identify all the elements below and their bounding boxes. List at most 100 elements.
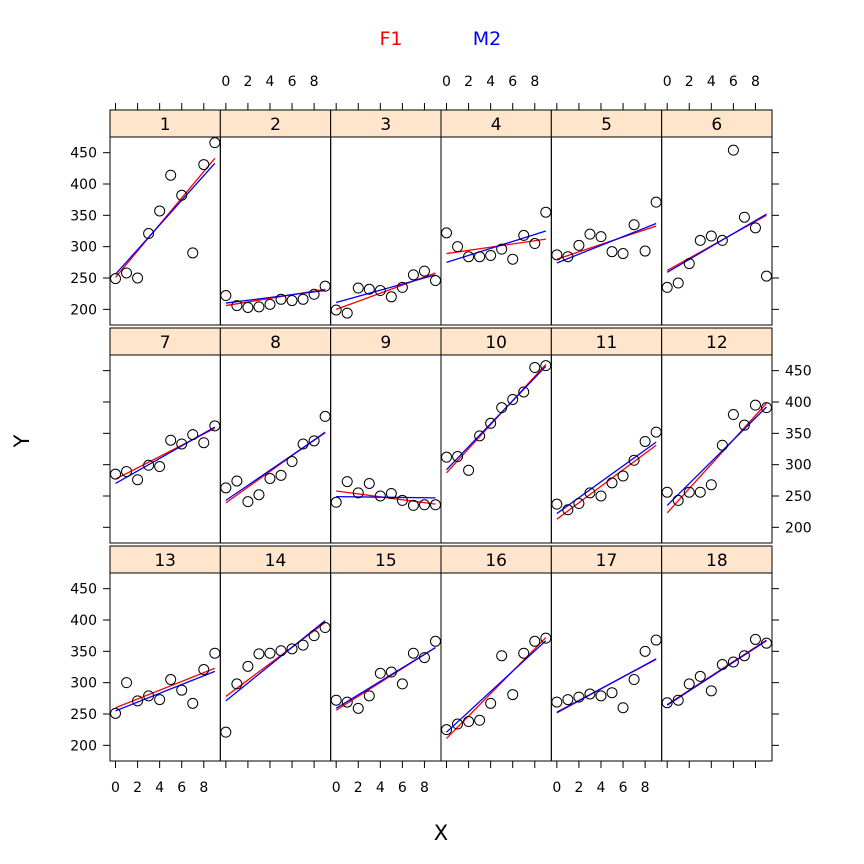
data-point xyxy=(253,648,265,660)
strip-label: 11 xyxy=(596,333,618,353)
data-point xyxy=(551,249,563,261)
data-point xyxy=(694,486,706,498)
fit-line-f1 xyxy=(556,444,657,520)
data-point xyxy=(132,474,144,486)
x-tick-label-top: 2 xyxy=(243,74,252,90)
data-point xyxy=(132,272,144,284)
data-point xyxy=(661,281,673,293)
panel-15: 15 xyxy=(330,545,442,762)
panel-18: 18 xyxy=(661,545,773,762)
data-point xyxy=(606,687,618,699)
data-point xyxy=(253,301,265,313)
data-point xyxy=(429,275,441,287)
fit-line-m2 xyxy=(666,406,767,506)
x-tick-label-top: 0 xyxy=(221,74,230,90)
x-tick-label-bottom: 0 xyxy=(332,780,341,796)
data-point xyxy=(396,494,408,506)
x-tick-label-bottom: 4 xyxy=(376,780,385,796)
panel-11: 11 xyxy=(550,327,663,544)
y-tick-label-left: 300 xyxy=(70,676,97,692)
legend: F1 M2 xyxy=(379,28,501,50)
data-point xyxy=(540,632,552,644)
data-point xyxy=(474,714,486,726)
data-point xyxy=(507,253,519,265)
y-tick-label-right: 350 xyxy=(785,426,812,442)
data-point xyxy=(110,468,122,480)
data-point xyxy=(220,290,232,302)
data-point xyxy=(407,499,419,511)
data-point xyxy=(452,241,464,253)
y-tick-label-left: 200 xyxy=(70,738,97,754)
data-point xyxy=(220,726,232,738)
panel-8: 8 xyxy=(219,327,332,544)
strip-label: 4 xyxy=(491,115,502,135)
y-tick-label-right: 250 xyxy=(785,489,812,505)
x-tick-label-bottom: 8 xyxy=(199,780,208,796)
strip-label: 9 xyxy=(380,333,391,353)
data-point xyxy=(385,291,397,303)
data-point xyxy=(374,667,386,679)
data-point xyxy=(330,694,342,706)
data-point xyxy=(474,430,486,442)
data-point xyxy=(617,702,629,714)
data-point xyxy=(110,273,122,285)
data-point xyxy=(661,697,673,709)
data-point xyxy=(650,196,662,208)
data-point xyxy=(429,635,441,647)
data-point xyxy=(584,228,596,240)
data-point xyxy=(363,690,375,702)
data-point xyxy=(507,689,519,701)
data-point xyxy=(551,498,563,510)
data-point xyxy=(507,393,519,405)
data-point xyxy=(562,694,574,706)
x-tick-label-bottom: 6 xyxy=(177,780,186,796)
x-tick-label-bottom: 2 xyxy=(133,780,142,796)
y-tick-label-left: 200 xyxy=(70,302,97,318)
axes: 0 2 4 6 80 2 4 6 80 2 4 6 80 2 4 6 80 2 4 6 80 2 4 6 82002503003… xyxy=(70,74,811,796)
data-point xyxy=(209,420,221,432)
data-point xyxy=(529,635,541,647)
data-point xyxy=(749,399,761,411)
panel-frame xyxy=(661,354,773,544)
strip-label: 14 xyxy=(265,551,287,571)
strip-label: 15 xyxy=(375,551,397,571)
data-point xyxy=(518,229,530,241)
data-point xyxy=(220,482,232,494)
fit-line-m2 xyxy=(556,222,657,264)
panel-frame xyxy=(219,354,332,544)
panel-6: 6 xyxy=(661,109,773,326)
data-point xyxy=(165,434,177,446)
x-tick-label-top: 8 xyxy=(751,74,760,90)
panel-17: 17 xyxy=(550,545,663,762)
data-point xyxy=(463,251,475,263)
data-point xyxy=(352,487,364,499)
data-point xyxy=(363,477,375,489)
x-axis-title: X xyxy=(434,821,448,845)
data-point xyxy=(429,499,441,511)
data-point xyxy=(231,300,243,312)
data-point xyxy=(242,301,254,313)
data-point xyxy=(110,707,122,719)
data-point xyxy=(330,496,342,508)
x-tick-label-bottom: 2 xyxy=(354,780,363,796)
data-point xyxy=(529,238,541,250)
data-point xyxy=(341,307,353,319)
fit-line-f1 xyxy=(115,667,216,709)
fit-line-m2 xyxy=(335,647,436,709)
data-point xyxy=(727,656,739,668)
panel-1: 1 xyxy=(109,109,221,326)
panel-frame xyxy=(109,136,221,326)
panel-9: 9 xyxy=(330,327,442,544)
fit-line-f1 xyxy=(666,402,767,514)
fit-line-m2 xyxy=(556,441,657,515)
strip-5 xyxy=(550,109,663,138)
panel-frame xyxy=(109,572,221,762)
data-point xyxy=(694,670,706,682)
panel-frame xyxy=(330,136,442,326)
data-point xyxy=(452,718,464,730)
y-tick-label-left: 350 xyxy=(70,208,97,224)
data-point xyxy=(264,298,276,310)
x-tick-label-bottom: 0 xyxy=(111,780,120,796)
data-point xyxy=(319,622,331,634)
data-point xyxy=(474,251,486,263)
